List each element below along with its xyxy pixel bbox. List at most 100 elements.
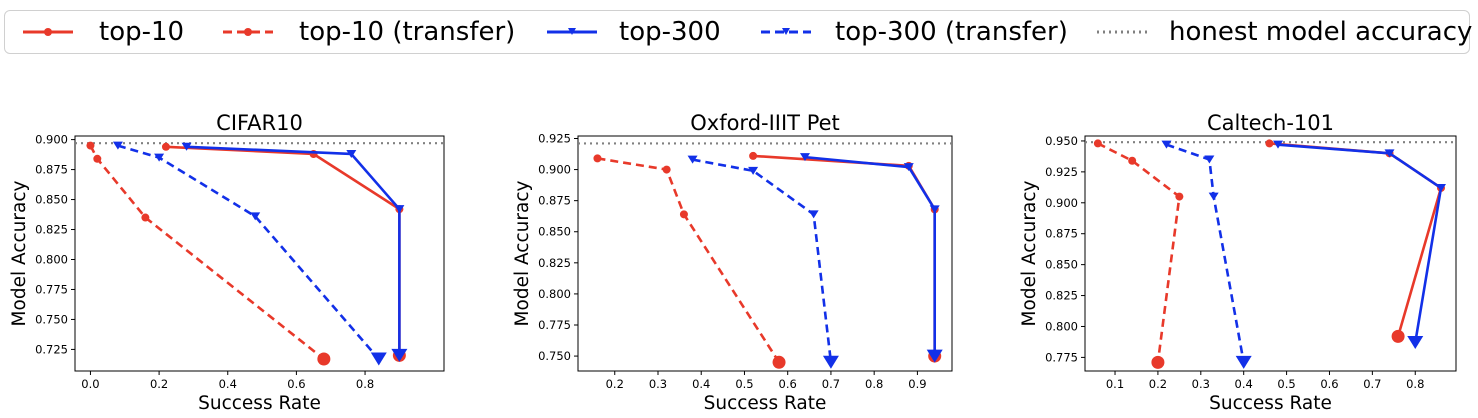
y-tick-label: 0.900 bbox=[538, 163, 571, 177]
data-point-top10t bbox=[593, 154, 602, 163]
data-point-top300t bbox=[250, 212, 261, 221]
x-axis-label: Success Rate bbox=[1209, 393, 1332, 414]
series-line-top10t bbox=[1097, 142, 1181, 363]
y-axis-label: Model Accuracy bbox=[1019, 181, 1040, 327]
y-tick-label: 0.900 bbox=[35, 133, 68, 147]
data-point-top10 bbox=[749, 151, 758, 160]
data-point-top300t bbox=[1204, 155, 1215, 164]
series-line-top300 bbox=[804, 155, 937, 357]
plot-frame bbox=[1084, 135, 1457, 372]
x-tick-label: 0.8 bbox=[1406, 377, 1424, 391]
x-tick-label: 0.3 bbox=[649, 377, 667, 391]
y-tick-label: 0.825 bbox=[538, 256, 571, 270]
y-tick-label: 0.875 bbox=[35, 163, 68, 177]
data-point-top300 bbox=[1273, 140, 1284, 149]
series-line-top300t bbox=[1166, 143, 1245, 363]
data-point-top300 bbox=[903, 163, 914, 172]
data-point-top10 bbox=[1265, 139, 1274, 148]
legend-swatch-top-10-transfer bbox=[223, 28, 273, 36]
legend-label-top-10: top-10 bbox=[99, 17, 185, 47]
data-point-top10 bbox=[161, 142, 170, 151]
chart-title: CIFAR10 bbox=[216, 111, 303, 135]
x-axis-label: Success Rate bbox=[704, 393, 827, 414]
x-tick-label: 0.4 bbox=[692, 377, 710, 391]
y-tick-label: 0.800 bbox=[1045, 319, 1078, 333]
x-tick-label: 0.6 bbox=[779, 377, 797, 391]
data-point-top300t bbox=[748, 166, 759, 175]
data-point-top300t bbox=[112, 141, 123, 150]
x-tick-label: 0.7 bbox=[1363, 377, 1381, 391]
y-tick-label: 0.875 bbox=[1045, 227, 1078, 241]
legend-label-honest-accuracy: honest model accuracy bbox=[1169, 17, 1473, 47]
series-line-top300t bbox=[692, 158, 833, 363]
y-tick-label: 0.925 bbox=[538, 131, 571, 145]
x-tick-label: 0.4 bbox=[1235, 377, 1253, 391]
series-line-top10t bbox=[89, 144, 325, 361]
legend-swatch-top-300-transfer bbox=[761, 28, 811, 35]
x-tick-label: 0.5 bbox=[735, 377, 753, 391]
y-tick-label: 0.850 bbox=[1045, 258, 1078, 272]
x-tick-label: 0.5 bbox=[1277, 377, 1295, 391]
data-point-top300t bbox=[687, 155, 698, 164]
data-point-top300t bbox=[1208, 192, 1219, 201]
x-tick-label: 0.9 bbox=[908, 377, 926, 391]
series-line-top300 bbox=[1277, 143, 1443, 343]
chart-3: 0.1 0.2 0.3 0.4 0.5 0.6 0.7 0.8 0.775 0.800 0.825 0… bbox=[1019, 111, 1457, 414]
data-point-top10t bbox=[772, 355, 786, 369]
data-point-top10t bbox=[317, 352, 331, 366]
data-point-top10t bbox=[679, 210, 688, 219]
y-tick-label: 0.800 bbox=[35, 252, 68, 266]
data-point-top10t bbox=[93, 154, 102, 163]
data-point-top10t bbox=[1128, 156, 1137, 165]
y-tick-label: 0.825 bbox=[35, 223, 68, 237]
y-tick-label: 0.750 bbox=[538, 349, 571, 363]
x-axis-label: Success Rate bbox=[198, 393, 321, 414]
y-tick-label: 0.875 bbox=[538, 194, 571, 208]
x-tick-label: 0.4 bbox=[219, 377, 237, 391]
data-point-top300t bbox=[808, 210, 819, 219]
y-tick-label: 0.900 bbox=[1045, 196, 1078, 210]
data-point-top300t bbox=[822, 355, 839, 369]
legend-swatch-honest-accuracy bbox=[1097, 30, 1147, 34]
x-tick-label: 0.2 bbox=[1149, 377, 1167, 391]
y-tick-label: 0.775 bbox=[1045, 350, 1078, 364]
data-point-top300 bbox=[929, 205, 940, 214]
data-point-top10t bbox=[141, 213, 150, 222]
data-point-top300 bbox=[181, 142, 192, 151]
data-point-top10t bbox=[86, 141, 95, 150]
series-line-top10 bbox=[165, 145, 401, 356]
x-tick-label: 0.2 bbox=[150, 377, 168, 391]
x-tick-label: 0.8 bbox=[356, 377, 374, 391]
y-tick-label: 0.950 bbox=[1045, 134, 1078, 148]
x-tick-label: 0.0 bbox=[81, 377, 99, 391]
x-tick-label: 0.3 bbox=[1192, 377, 1210, 391]
y-axis-label: Model Accuracy bbox=[512, 181, 533, 327]
x-tick-label: 0.8 bbox=[865, 377, 883, 391]
chart-title: Caltech-101 bbox=[1207, 111, 1334, 135]
series-line-top300t bbox=[117, 144, 380, 360]
data-point-top10t bbox=[1093, 139, 1102, 148]
y-tick-label: 0.800 bbox=[538, 287, 571, 301]
series-line-top10t bbox=[597, 157, 781, 363]
chart-title: Oxford-IIIT Pet bbox=[690, 111, 840, 135]
data-point-top300 bbox=[391, 348, 408, 362]
x-tick-label: 0.2 bbox=[606, 377, 624, 391]
plot-frame bbox=[74, 135, 445, 372]
data-point-top10t bbox=[1175, 192, 1184, 201]
legend: top-10 top-10 (transfer) top-300 top-300… bbox=[4, 10, 1473, 54]
y-tick-label: 0.775 bbox=[35, 282, 68, 296]
y-tick-label: 0.850 bbox=[35, 193, 68, 207]
legend-label-top-10-transfer: top-10 (transfer) bbox=[299, 17, 516, 47]
series-line-top10 bbox=[1269, 142, 1443, 337]
legend-label-top-300: top-300 bbox=[619, 17, 721, 47]
data-point-top300 bbox=[1384, 149, 1395, 158]
y-tick-label: 0.775 bbox=[538, 318, 571, 332]
data-point-top300 bbox=[394, 205, 405, 214]
x-tick-label: 0.6 bbox=[287, 377, 305, 391]
x-tick-label: 0.7 bbox=[822, 377, 840, 391]
data-point-top10t bbox=[662, 165, 671, 174]
x-tick-label: 0.6 bbox=[1320, 377, 1338, 391]
x-tick-label: 0.1 bbox=[1106, 377, 1124, 391]
data-point-top300 bbox=[926, 349, 943, 363]
